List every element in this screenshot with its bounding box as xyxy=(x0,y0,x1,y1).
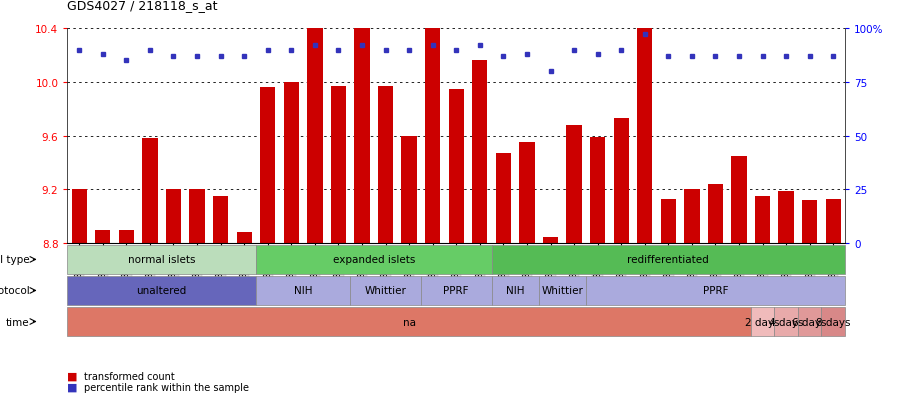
Bar xyxy=(142,139,157,244)
Bar xyxy=(378,87,393,244)
Text: transformed count: transformed count xyxy=(84,371,174,381)
Bar xyxy=(165,190,181,244)
Bar xyxy=(190,190,205,244)
Text: time: time xyxy=(6,317,30,327)
Bar xyxy=(779,191,794,244)
Bar xyxy=(425,26,441,244)
Bar xyxy=(566,126,582,244)
Bar xyxy=(331,87,346,244)
Bar xyxy=(684,190,699,244)
Bar xyxy=(661,199,676,244)
Bar xyxy=(825,199,841,244)
Bar xyxy=(732,157,747,244)
Text: ■: ■ xyxy=(67,371,78,381)
Text: na: na xyxy=(403,317,415,327)
Bar xyxy=(213,197,228,244)
Text: protocol: protocol xyxy=(0,286,30,296)
Text: 6 days: 6 days xyxy=(792,317,827,327)
Bar xyxy=(354,19,369,244)
Text: normal islets: normal islets xyxy=(128,255,195,265)
Text: redifferentiated: redifferentiated xyxy=(628,255,709,265)
Bar xyxy=(260,88,275,244)
Bar xyxy=(283,83,299,244)
Bar xyxy=(472,61,487,244)
Bar xyxy=(543,237,558,244)
Text: 8 days: 8 days xyxy=(816,317,850,327)
Bar xyxy=(708,185,723,244)
Bar xyxy=(755,197,770,244)
Bar xyxy=(449,89,464,244)
Text: Whittier: Whittier xyxy=(365,286,406,296)
Bar xyxy=(402,136,417,244)
Text: Whittier: Whittier xyxy=(541,286,583,296)
Text: NIH: NIH xyxy=(294,286,312,296)
Text: expanded islets: expanded islets xyxy=(333,255,415,265)
Bar xyxy=(119,230,134,244)
Text: ■: ■ xyxy=(67,382,78,392)
Text: NIH: NIH xyxy=(506,286,524,296)
Text: cell type: cell type xyxy=(0,255,30,265)
Text: percentile rank within the sample: percentile rank within the sample xyxy=(84,382,249,392)
Text: 4 days: 4 days xyxy=(769,317,804,327)
Bar xyxy=(590,138,605,244)
Text: PPRF: PPRF xyxy=(703,286,728,296)
Bar xyxy=(307,0,323,244)
Text: GDS4027 / 218118_s_at: GDS4027 / 218118_s_at xyxy=(67,0,218,12)
Bar xyxy=(495,154,511,244)
Text: 2 days: 2 days xyxy=(745,317,779,327)
Bar xyxy=(613,119,629,244)
Bar xyxy=(236,233,252,244)
Bar xyxy=(637,19,653,244)
Bar xyxy=(520,143,535,244)
Text: PPRF: PPRF xyxy=(443,286,469,296)
Text: unaltered: unaltered xyxy=(137,286,187,296)
Bar xyxy=(95,230,111,244)
Bar xyxy=(72,190,87,244)
Bar xyxy=(802,201,817,244)
